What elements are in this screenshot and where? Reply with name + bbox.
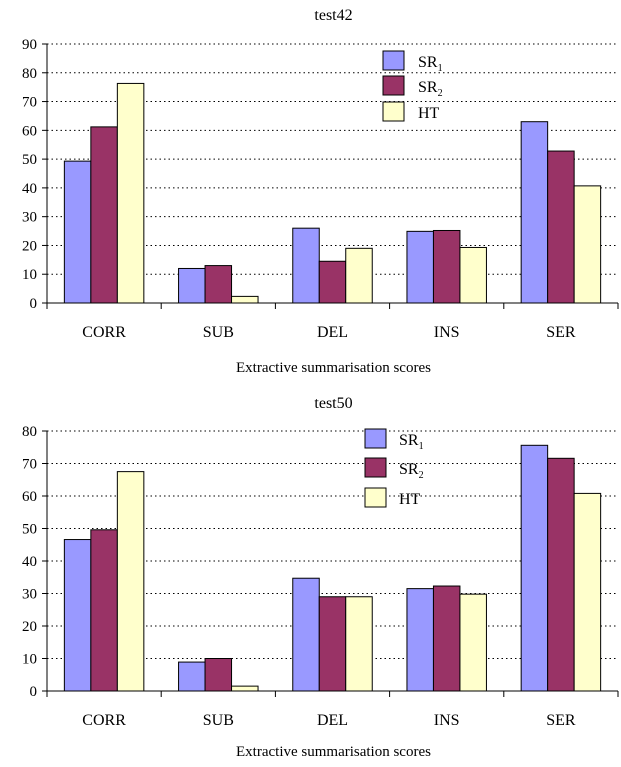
bar-sr1-del bbox=[292, 577, 320, 692]
y-tick-label: 40 bbox=[22, 554, 37, 570]
legend-label: HT bbox=[399, 491, 421, 508]
bar-ht-ins bbox=[459, 246, 487, 304]
y-tick-label: 30 bbox=[22, 210, 37, 226]
bar-ht-del bbox=[345, 596, 373, 692]
y-tick-label: 10 bbox=[22, 652, 37, 668]
y-tick-label: 50 bbox=[22, 522, 37, 538]
bar-sr1-corr bbox=[63, 160, 92, 304]
bar-ht-del bbox=[345, 247, 373, 304]
y-tick-label: 0 bbox=[30, 684, 38, 700]
legend: SR1 SR2 HT bbox=[382, 50, 443, 122]
chart-2: test50 0 10 20 30 40 50 60 70 80 CORR SUB DEL INS SER E… bbox=[22, 395, 619, 760]
chart-title: test42 bbox=[314, 7, 352, 24]
legend-swatch bbox=[364, 457, 387, 478]
bar-sr2-ser bbox=[547, 150, 575, 304]
x-tick-label: DEL bbox=[317, 324, 348, 341]
bar-sr2-sub bbox=[204, 265, 233, 304]
bar-ht-ser bbox=[573, 492, 602, 692]
y-tick-label: 20 bbox=[22, 238, 37, 254]
y-tick-label: 90 bbox=[22, 37, 37, 53]
x-tick-label: SER bbox=[546, 324, 576, 341]
legend-subscript: 1 bbox=[438, 63, 443, 74]
bar-sr1-ins bbox=[406, 588, 434, 692]
legend-label: HT bbox=[418, 105, 440, 122]
bar-sr1-ser bbox=[520, 121, 549, 304]
legend-subscript: 2 bbox=[419, 470, 424, 481]
x-axis-label: Extractive summarisation scores bbox=[236, 360, 431, 376]
bar-sr2-corr bbox=[90, 529, 118, 692]
y-tick-label: 70 bbox=[22, 95, 37, 111]
legend-label: SR1 bbox=[418, 54, 443, 74]
legend-swatch bbox=[382, 101, 405, 122]
x-tick-label: SER bbox=[546, 712, 576, 729]
x-tick-label: SUB bbox=[203, 324, 234, 341]
x-tick-label: CORR bbox=[82, 324, 126, 341]
y-tick-label: 60 bbox=[22, 123, 37, 139]
bar-sr1-corr bbox=[63, 539, 92, 692]
y-tick-label: 0 bbox=[30, 296, 38, 312]
y-tick-label: 80 bbox=[22, 424, 37, 440]
legend-subscript: 1 bbox=[419, 441, 424, 452]
legend-label: SR2 bbox=[399, 461, 424, 481]
bar-sr2-ser bbox=[547, 457, 575, 692]
bar-sr1-ser bbox=[520, 444, 549, 692]
x-tick-label: CORR bbox=[82, 712, 126, 729]
bar-ht-sub bbox=[231, 685, 259, 692]
bar-sr2-del bbox=[318, 260, 347, 304]
legend-swatch bbox=[382, 75, 405, 96]
x-tick-label: INS bbox=[434, 324, 460, 341]
x-tick-label: SUB bbox=[203, 712, 234, 729]
y-tick-label: 70 bbox=[22, 457, 37, 473]
bar-ht-ser bbox=[573, 185, 602, 304]
x-axis-label: Extractive summarisation scores bbox=[236, 744, 431, 760]
bar-sr2-sub bbox=[204, 658, 233, 692]
x-tick-label: INS bbox=[434, 712, 460, 729]
bar-sr2-del bbox=[318, 596, 347, 692]
legend-swatch bbox=[364, 428, 387, 449]
bar-sr1-del bbox=[292, 227, 320, 304]
y-tick-label: 20 bbox=[22, 619, 37, 635]
legend-swatch bbox=[364, 487, 387, 508]
chart-title: test50 bbox=[314, 395, 352, 412]
legend-subscript: 2 bbox=[438, 88, 443, 99]
y-tick-label: 30 bbox=[22, 587, 37, 603]
bar-sr1-ins bbox=[406, 230, 434, 304]
legend-label: SR1 bbox=[399, 432, 424, 452]
bar-ht-corr bbox=[116, 471, 145, 692]
bar-sr2-ins bbox=[432, 229, 461, 304]
legend: SR1 SR2 HT bbox=[364, 428, 424, 508]
y-tick-label: 40 bbox=[22, 181, 37, 197]
legend-swatch bbox=[382, 50, 405, 71]
bar-sr2-corr bbox=[90, 126, 118, 304]
bar-sr2-ins bbox=[432, 585, 461, 692]
y-tick-label: 50 bbox=[22, 152, 37, 168]
x-tick-label: DEL bbox=[317, 712, 348, 729]
bar-ht-sub bbox=[231, 295, 259, 304]
chart-1: test42 0 10 20 30 40 50 60 70 80 90 CORR SUB DEL INS SE… bbox=[22, 7, 619, 376]
bar-sr1-sub bbox=[178, 267, 206, 304]
bar-ht-ins bbox=[459, 593, 487, 692]
y-tick-label: 10 bbox=[22, 267, 37, 283]
y-tick-label: 80 bbox=[22, 66, 37, 82]
y-tick-label: 60 bbox=[22, 489, 37, 505]
bar-sr1-sub bbox=[178, 661, 206, 692]
legend-label: SR2 bbox=[418, 79, 443, 99]
bar-ht-corr bbox=[116, 82, 145, 304]
